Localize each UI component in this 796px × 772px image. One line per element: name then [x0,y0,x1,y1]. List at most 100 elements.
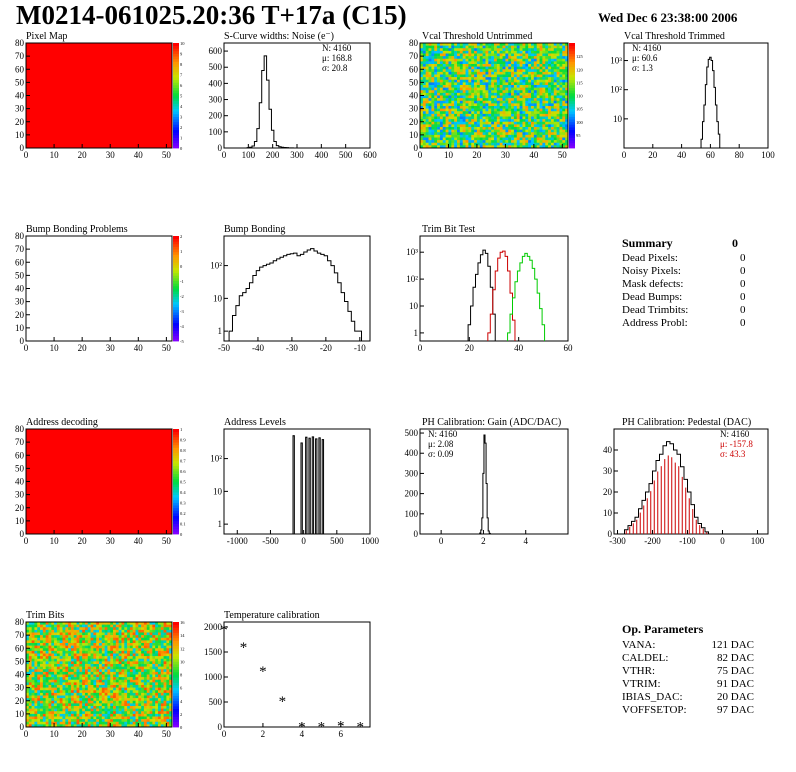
vcal_untrimmed-cell [445,82,449,86]
trim_bits-cell [160,692,164,696]
trim_bits-cell [138,703,142,707]
trim_bits-cell [132,685,136,688]
trim_bits-cell [143,664,148,667]
trim_bits-cell [90,624,94,628]
trim_bits-cell [101,648,105,652]
vcal_untrimmed-cell [522,100,526,104]
trim_bits-cell [169,698,173,702]
trim_bits-cell [59,656,63,660]
vcal_untrimmed-cell [531,90,535,94]
vcal_untrimmed-cell [459,53,463,57]
pixel_map-colorbar-step [173,111,179,115]
trim_bits-cell [28,650,32,654]
trim_bits-cell [73,700,77,704]
address_decoding-colorbar-step [173,489,179,493]
vcal_untrimmed-cell [476,95,481,99]
trim_bits-cell [163,706,167,709]
trim_bits-colorbar-step [173,695,179,699]
vcal_untrimmed-cell [437,98,441,102]
vcal_untrimmed-cell [553,69,557,73]
trim_bits-cell [51,624,55,628]
vcal_untrimmed-cell [485,129,489,133]
vcal_untrimmed-cell [491,113,495,117]
trim_bits-cell [28,645,32,649]
vcal_untrimmed-cell [431,111,435,115]
trim_bits-cell [152,711,156,715]
pixel_map-colorbar-step [173,85,179,89]
vcal_untrimmed-cell [565,95,569,99]
trim_bits-cell [42,700,46,704]
address_decoding-colorbar-step [173,476,179,480]
trim_bits-cell [141,656,145,660]
bump_bonding-bar [348,311,351,341]
trim_bits-cell [149,719,153,723]
vcal_untrimmed-cell [525,119,529,123]
vcal_untrimmed-cell [468,119,472,123]
trim_bits-cell [163,682,167,686]
vcal_untrimmed-cell [488,121,492,125]
vcal_untrimmed-cell [553,111,557,115]
trim_bits-cell [73,622,77,625]
vcal_untrimmed-cell [545,66,549,70]
trim_bits-ztick-label: 10 [180,659,185,664]
trim_bits-cell [40,708,44,712]
trim_bits-colorbar-step [173,666,179,670]
ph_pedestal-ytick-label: 20 [603,487,613,497]
trim_bits-cell [113,622,117,625]
vcal_untrimmed-cell [533,121,537,125]
trim_bits-cell [40,706,44,709]
vcal_untrimmed-cell [536,56,540,60]
trim_bits-cell [155,674,159,678]
trim_bits-cell [34,650,38,654]
vcal_untrimmed-cell [451,64,455,67]
trim_bits-cell [31,708,35,712]
vcal_untrimmed-cell [525,77,529,81]
trim_bits-colorbar-step [173,703,179,707]
vcal_untrimmed-cell [536,48,540,52]
bump_problems-colorbar-step [173,299,179,303]
trim_bits-cell [84,640,89,644]
vcal_untrimmed-cell [457,48,461,52]
address_decoding-ytick-label: 50 [15,463,25,473]
vcal_untrimmed-cell [565,48,569,52]
trim_bits-cell [160,656,164,660]
vcal_untrimmed-cell [536,95,540,99]
trim_bits-cell [51,658,55,662]
trim_bits-cell [135,624,139,628]
vcal_untrimmed-cell [442,77,446,81]
trim_bits-cell [121,643,125,646]
vcal_untrimmed-cell [562,103,566,107]
trim_bits-cell [87,677,91,681]
vcal_untrimmed-cell [439,61,444,65]
trim_bits-cell [163,708,167,712]
vcal_untrimmed-cell [508,48,512,52]
trim_bits-cell [40,627,44,631]
vcal_untrimmed-cell [562,134,566,138]
vcal_untrimmed-cell [511,103,515,107]
trim_bits-cell [34,682,38,686]
trim_bits-cell [113,637,117,641]
vcal_untrimmed-cell [448,145,452,149]
vcal_untrimmed-cell [465,119,469,123]
trim_bits-cell [99,695,103,699]
vcal_untrimmed-cell [539,121,543,125]
vcal_trimmed-xtick-label: 0 [622,150,627,160]
vcal_untrimmed-cell [550,61,555,65]
trim_bits-cell [115,656,119,660]
trim_bits-cell [118,648,122,652]
vcal_untrimmed-cell [457,140,461,144]
vcal_untrimmed-cell [496,82,500,86]
trim_bits-cell [101,716,105,720]
vcal_untrimmed-cell [491,116,495,120]
vcal_untrimmed-cell [485,90,489,94]
vcal_untrimmed-cell [448,90,452,94]
vcal_untrimmed-cell [553,142,557,146]
trim_bits-cell [96,648,100,652]
vcal_untrimmed-cell [479,145,483,149]
trim_bits-cell [82,635,86,639]
trim_bits-cell [37,690,41,694]
trim_bits-xtick-label: 30 [106,729,116,739]
vcal_untrimmed-cell [425,98,429,102]
trim_bits-cell [51,669,55,673]
vcal_untrimmed-cell [428,82,432,86]
